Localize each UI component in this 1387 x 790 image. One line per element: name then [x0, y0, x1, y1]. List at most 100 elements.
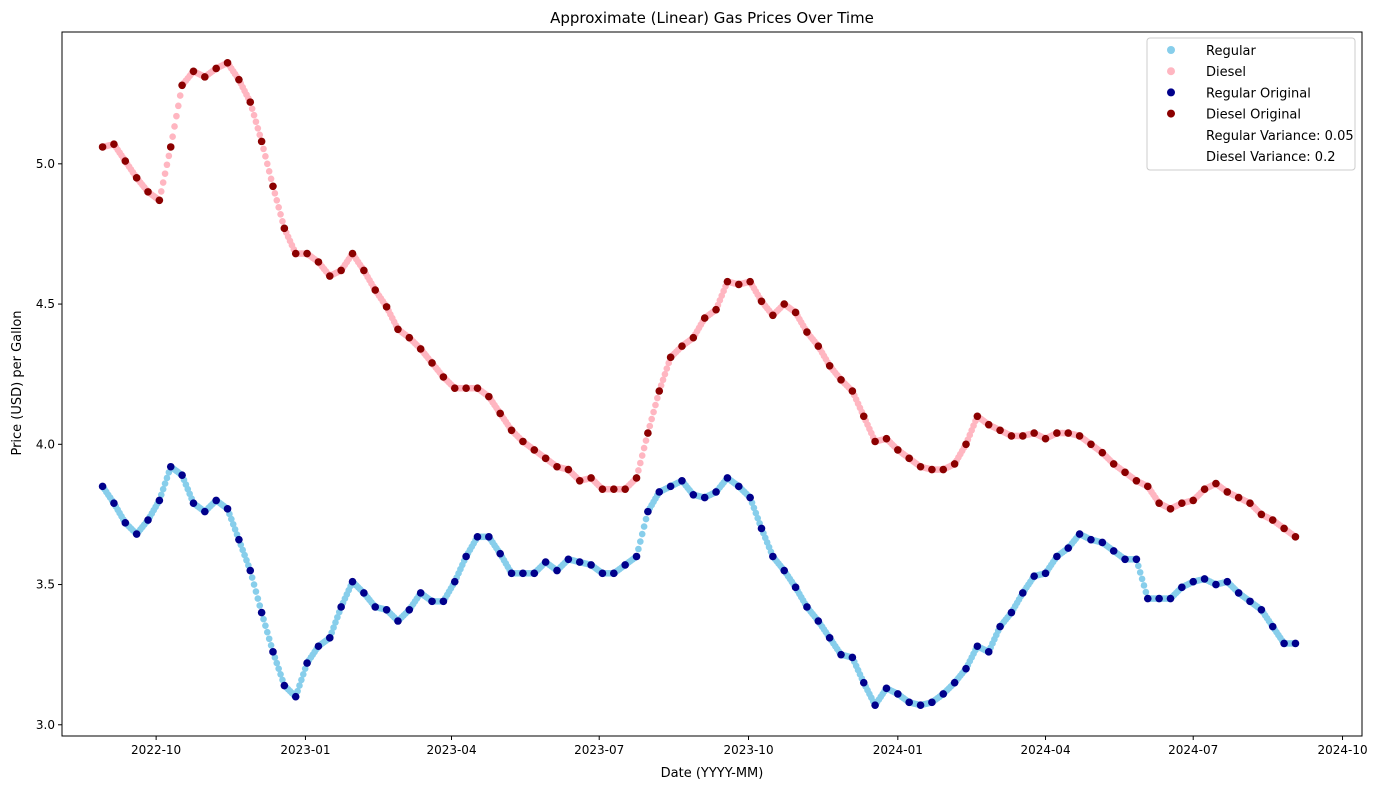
original-point — [1234, 589, 1243, 597]
legend-marker — [1167, 67, 1175, 76]
legend-marker — [1167, 109, 1175, 118]
original-point — [598, 485, 607, 493]
original-point — [201, 507, 209, 516]
original-point — [1189, 577, 1198, 586]
interpolated-point — [638, 452, 646, 459]
interpolated-point — [271, 654, 279, 661]
interpolated-point — [165, 469, 173, 476]
interpolated-point — [254, 595, 262, 602]
original-point — [950, 678, 959, 687]
original-point — [1268, 516, 1277, 524]
original-point — [1234, 493, 1243, 502]
original-point — [814, 342, 823, 350]
original-point — [825, 361, 834, 370]
interpolated-point — [163, 161, 171, 169]
interpolated-point — [642, 437, 650, 444]
original-point — [803, 328, 811, 336]
interpolated-point — [173, 112, 180, 120]
original-point — [1064, 429, 1073, 437]
y-tick-label: 4.0 — [36, 437, 55, 451]
original-point — [746, 277, 754, 286]
original-point — [973, 412, 982, 421]
original-point — [700, 314, 709, 322]
original-point — [1291, 533, 1300, 541]
original-point — [1075, 530, 1084, 538]
original-point — [246, 98, 255, 106]
original-point — [314, 642, 323, 651]
original-point — [178, 81, 186, 90]
interpolated-point — [279, 676, 286, 684]
original-point — [712, 305, 720, 314]
original-point — [723, 474, 732, 482]
original-point — [280, 224, 289, 233]
interpolated-point — [294, 687, 301, 695]
interpolated-point — [296, 682, 303, 689]
original-point — [541, 558, 550, 566]
interpolated-point — [169, 133, 176, 141]
original-point — [1291, 639, 1300, 648]
original-point — [1007, 608, 1016, 617]
interpolated-point — [275, 203, 282, 211]
original-point — [644, 507, 652, 516]
original-point — [98, 143, 107, 151]
original-point — [485, 533, 493, 541]
original-point — [814, 617, 823, 625]
interpolated-point — [301, 665, 309, 672]
interpolated-point — [231, 526, 239, 533]
original-point — [632, 474, 641, 482]
original-point — [848, 387, 857, 395]
original-point — [1212, 479, 1220, 488]
original-point — [587, 474, 595, 482]
original-point — [269, 648, 277, 656]
legend-marker — [1167, 46, 1175, 54]
plot-marks — [98, 59, 1300, 709]
legend-label: Regular — [1206, 44, 1257, 59]
original-point — [553, 462, 561, 471]
interpolated-point — [652, 401, 659, 409]
y-axis-ticks: 3.0 3.5 4.0 4.5 5.0 — [36, 157, 62, 732]
original-point — [780, 300, 789, 308]
original-point — [303, 249, 311, 258]
original-point — [1155, 594, 1163, 603]
original-point — [371, 603, 380, 611]
original-point — [859, 678, 868, 687]
original-point — [837, 375, 845, 384]
original-point — [507, 426, 516, 435]
original-point — [587, 561, 595, 569]
legend-label: Diesel Original — [1206, 108, 1301, 123]
interpolated-point — [161, 480, 169, 487]
interpolated-point — [638, 530, 646, 538]
original-point — [269, 182, 277, 191]
original-point — [110, 499, 118, 508]
interpolated-point — [635, 545, 642, 553]
original-point — [757, 297, 766, 306]
original-point — [132, 530, 141, 538]
x-tick-label: 2024-10 — [1317, 743, 1367, 757]
interpolated-point — [663, 365, 671, 372]
original-point — [405, 605, 414, 614]
original-point — [291, 692, 300, 701]
original-point — [1007, 432, 1016, 440]
interpolated-point — [637, 538, 644, 545]
original-point — [201, 73, 209, 81]
original-point — [1143, 594, 1152, 603]
original-point — [439, 597, 448, 606]
x-tick-label: 2023-01 — [280, 743, 330, 757]
series-regular-original — [98, 462, 1300, 709]
original-point — [939, 690, 948, 698]
interpolated-point — [334, 613, 341, 621]
interpolated-point — [640, 444, 648, 452]
interpolated-point — [1135, 562, 1142, 570]
original-point — [1064, 544, 1073, 552]
legend-box — [1146, 37, 1356, 171]
original-point — [371, 286, 380, 294]
original-point — [394, 325, 402, 334]
original-point — [598, 569, 607, 578]
original-point — [984, 420, 993, 429]
interpolated-point — [157, 188, 165, 195]
interpolated-point — [659, 376, 667, 384]
interpolated-point — [239, 546, 246, 554]
interpolated-point — [657, 382, 665, 389]
interpolated-point — [250, 111, 258, 119]
original-point — [791, 308, 800, 317]
